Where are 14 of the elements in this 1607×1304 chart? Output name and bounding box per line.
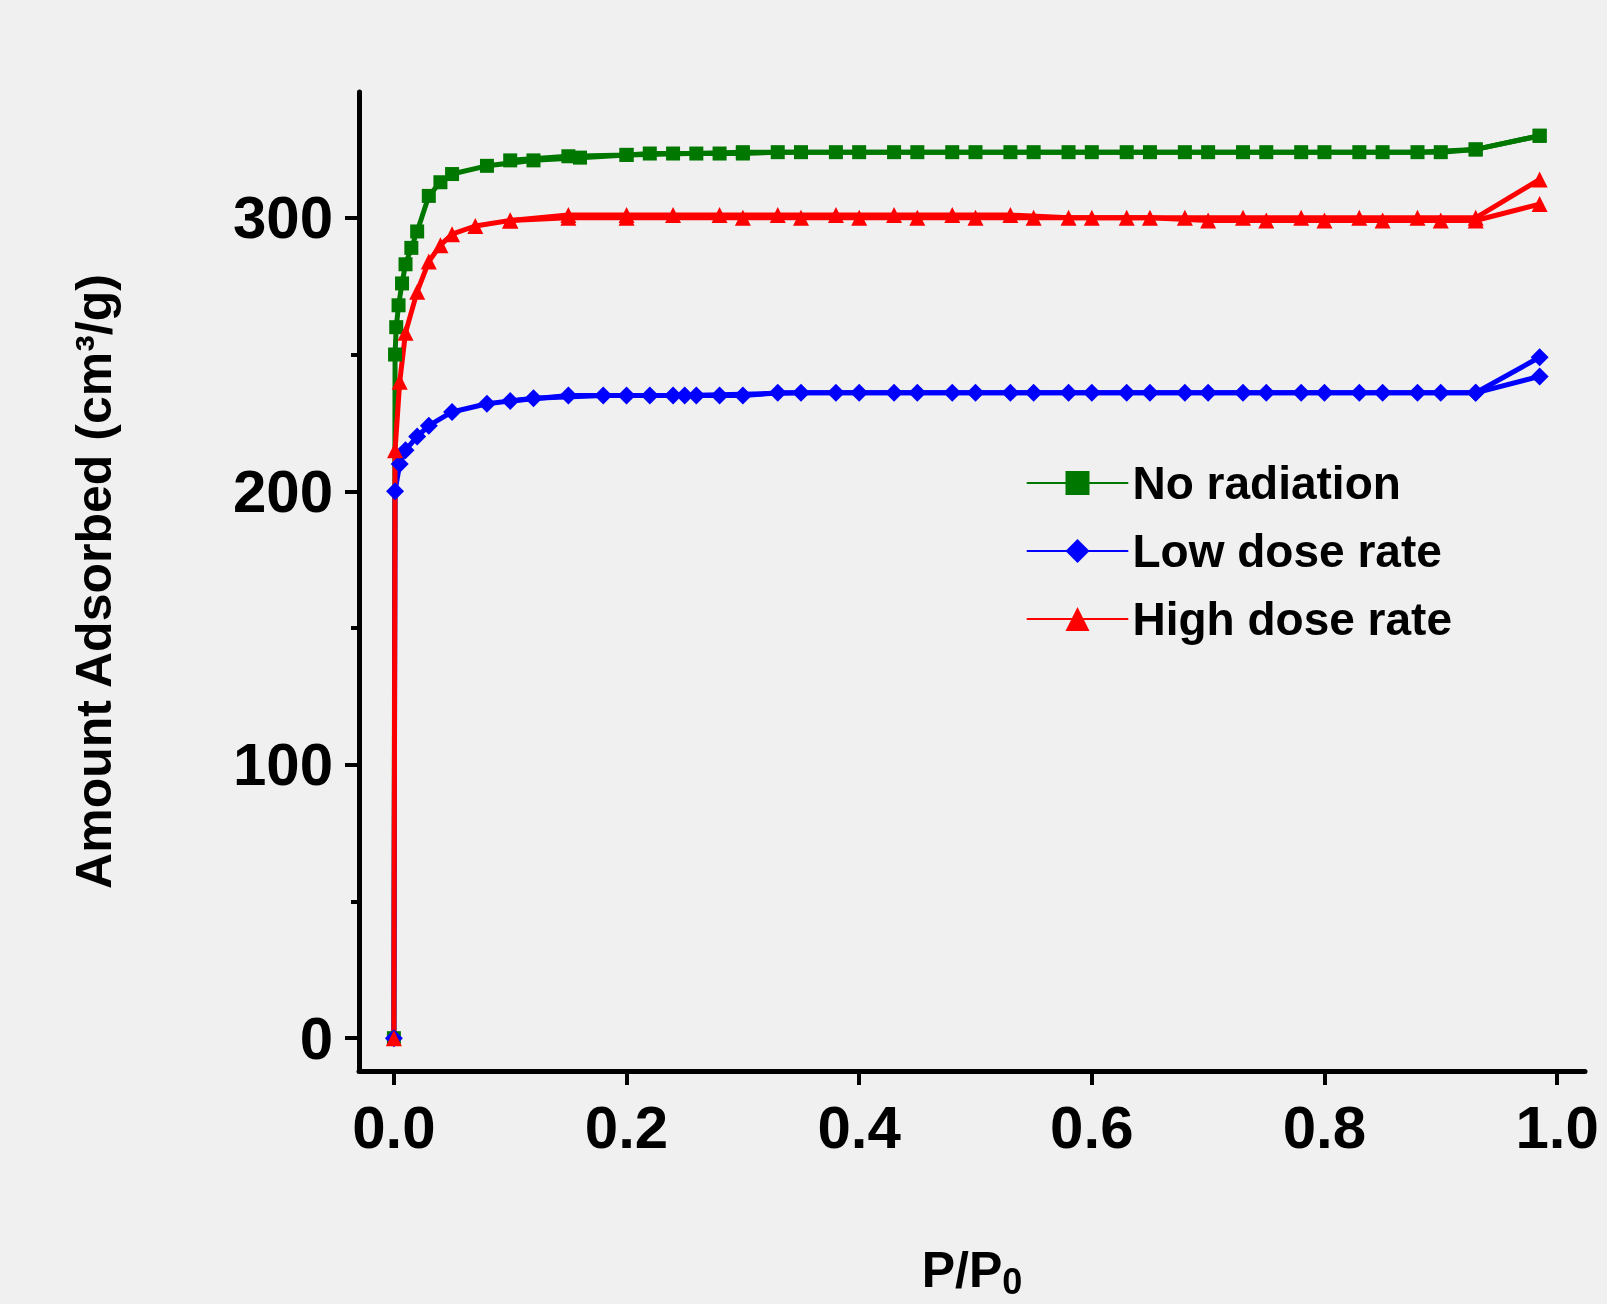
y-tick-label: 200 — [232, 457, 333, 525]
legend-label: High dose rate — [1132, 593, 1453, 645]
x-tick-label: 0.6 — [1050, 1093, 1134, 1161]
y-tick-label: 0 — [299, 1004, 333, 1072]
x-tick-label: 0.2 — [584, 1093, 669, 1161]
y-tick-label: 100 — [232, 731, 333, 799]
y-tick-label: 300 — [232, 184, 333, 252]
x-tick-label: 0.4 — [817, 1093, 902, 1161]
x-tick-label: 0.0 — [352, 1093, 436, 1161]
x-tick-label: 1.0 — [1515, 1093, 1599, 1161]
legend-label: No radiation — [1132, 457, 1401, 509]
x-tick-label: 0.8 — [1282, 1093, 1367, 1161]
y-axis-title: Amount Adsorbed (cm³/g) — [66, 274, 122, 889]
legend-label: Low dose rate — [1132, 525, 1442, 577]
